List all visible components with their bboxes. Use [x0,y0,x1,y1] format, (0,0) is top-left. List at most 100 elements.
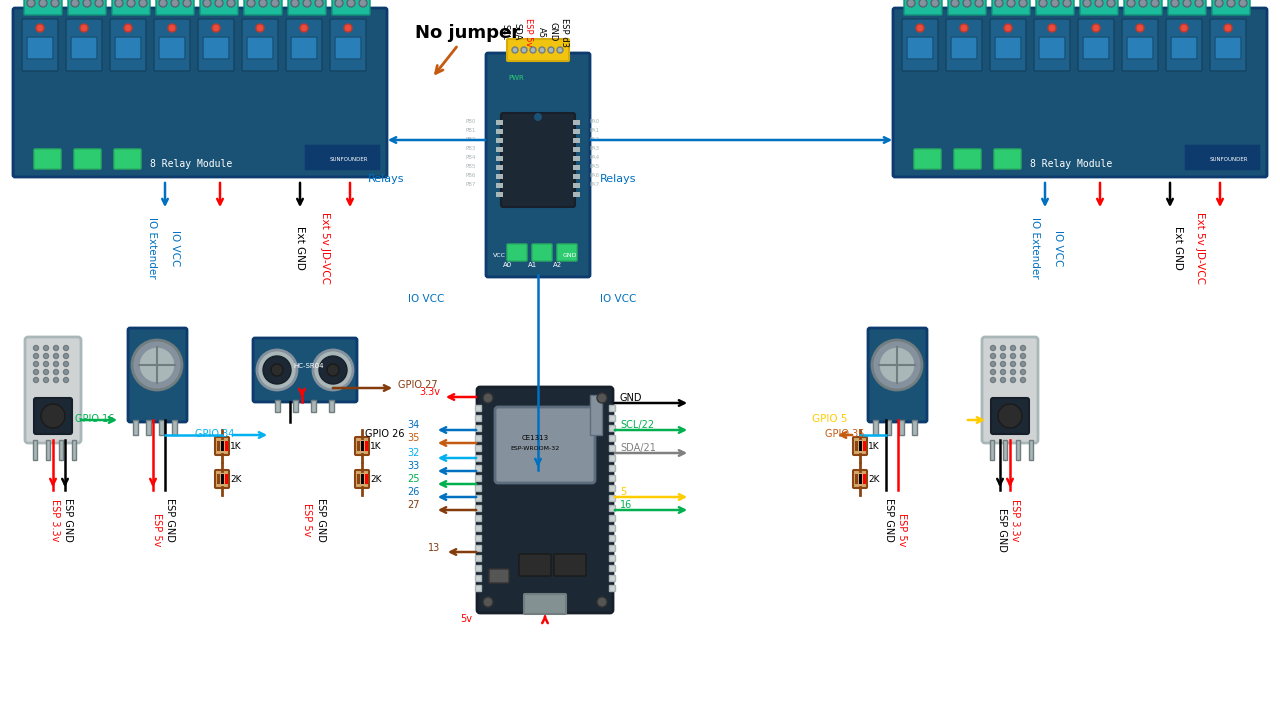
FancyBboxPatch shape [27,37,52,59]
Text: GPIO 26: GPIO 26 [365,429,404,439]
Bar [609,505,614,511]
Circle shape [54,361,59,366]
Circle shape [33,346,38,351]
FancyBboxPatch shape [904,0,942,15]
Circle shape [44,361,49,366]
Text: 27: 27 [407,500,420,510]
Text: 16: 16 [620,500,632,510]
Bar [497,174,503,179]
Circle shape [1020,377,1025,382]
FancyBboxPatch shape [285,19,323,71]
FancyBboxPatch shape [532,244,552,261]
FancyBboxPatch shape [1210,19,1245,71]
FancyBboxPatch shape [902,19,938,71]
FancyBboxPatch shape [989,19,1027,71]
Circle shape [44,354,49,359]
Text: 2K: 2K [868,474,879,484]
Text: HC-SR04: HC-SR04 [293,363,324,369]
FancyBboxPatch shape [948,0,986,15]
FancyBboxPatch shape [70,37,97,59]
Circle shape [335,0,343,7]
FancyBboxPatch shape [128,328,187,422]
Circle shape [1020,361,1025,366]
FancyBboxPatch shape [68,0,106,15]
Circle shape [271,364,283,376]
FancyBboxPatch shape [1215,37,1242,59]
FancyBboxPatch shape [154,19,189,71]
Bar [609,485,614,491]
Circle shape [81,24,88,32]
FancyBboxPatch shape [67,19,102,71]
Circle shape [38,0,47,7]
Circle shape [1183,0,1190,7]
Text: 1K: 1K [868,441,879,451]
Text: GND: GND [563,253,577,258]
Circle shape [64,346,69,351]
Text: 5v: 5v [460,614,472,624]
Bar [609,565,614,571]
Circle shape [998,404,1021,428]
Text: SDA/21: SDA/21 [620,443,655,453]
Circle shape [1092,24,1100,32]
Circle shape [557,47,563,53]
FancyBboxPatch shape [35,149,61,169]
FancyBboxPatch shape [557,244,577,261]
Bar [497,129,503,134]
Text: IO Extender: IO Extender [1030,217,1039,279]
FancyBboxPatch shape [995,37,1021,59]
FancyBboxPatch shape [215,470,229,488]
Circle shape [358,0,367,7]
Bar [1004,440,1007,460]
Circle shape [931,0,940,7]
Text: ESP 5v: ESP 5v [152,513,163,546]
FancyBboxPatch shape [114,149,141,169]
Text: 2K: 2K [230,474,242,484]
Bar [357,474,360,484]
Circle shape [271,0,279,7]
Circle shape [991,361,996,366]
Circle shape [1020,346,1025,351]
FancyBboxPatch shape [355,437,369,455]
Text: 5: 5 [620,487,626,497]
FancyBboxPatch shape [291,37,317,59]
FancyBboxPatch shape [305,144,381,171]
Circle shape [168,24,177,32]
Circle shape [215,0,223,7]
Bar [329,400,334,412]
Text: 26: 26 [407,487,420,497]
FancyBboxPatch shape [1123,19,1158,71]
Bar [609,455,614,461]
Text: PB3: PB3 [466,146,476,151]
Circle shape [1135,24,1144,32]
FancyBboxPatch shape [1124,0,1162,15]
FancyBboxPatch shape [1212,0,1251,15]
Circle shape [204,0,211,7]
Circle shape [1001,377,1006,382]
Bar [475,575,481,581]
FancyBboxPatch shape [200,0,238,15]
Circle shape [36,24,44,32]
Circle shape [54,377,59,382]
Bar [497,156,503,161]
FancyBboxPatch shape [215,437,229,455]
Text: GPIO 16: GPIO 16 [76,414,114,424]
FancyBboxPatch shape [1078,19,1114,71]
FancyBboxPatch shape [115,37,141,59]
Circle shape [1196,0,1203,7]
Text: Relays: Relays [369,174,404,184]
Circle shape [27,0,35,7]
FancyBboxPatch shape [35,398,72,434]
Circle shape [991,354,996,359]
FancyBboxPatch shape [554,554,586,576]
Text: PA1: PA1 [590,128,600,133]
Circle shape [872,340,922,390]
Bar [609,575,614,581]
Bar [475,405,481,411]
Bar [609,545,614,551]
Circle shape [995,0,1004,7]
Bar [497,120,503,125]
FancyBboxPatch shape [198,19,234,71]
Circle shape [596,597,607,607]
Text: 32: 32 [407,448,420,458]
FancyBboxPatch shape [1126,37,1153,59]
